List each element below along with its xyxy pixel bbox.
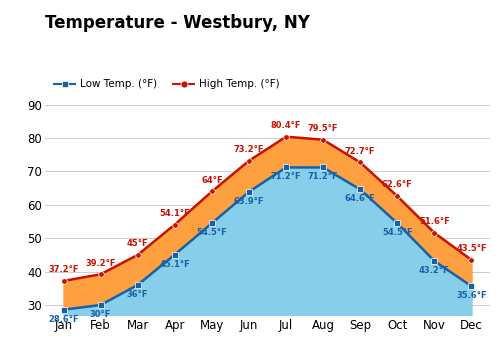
Low Temp. (°F) [60, 308, 66, 312]
Text: 30°F: 30°F [90, 310, 112, 319]
High Temp. (°F) [246, 159, 252, 163]
Legend: Low Temp. (°F), High Temp. (°F): Low Temp. (°F), High Temp. (°F) [50, 75, 284, 93]
Text: 71.2°F: 71.2°F [308, 173, 338, 181]
High Temp. (°F) [320, 138, 326, 142]
High Temp. (°F) [209, 189, 215, 194]
Text: 72.7°F: 72.7°F [345, 147, 376, 156]
High Temp. (°F) [60, 279, 66, 283]
Low Temp. (°F) [283, 165, 289, 169]
Text: 36°F: 36°F [127, 290, 148, 299]
Low Temp. (°F) [246, 190, 252, 194]
Text: 73.2°F: 73.2°F [234, 145, 264, 154]
Line: Low Temp. (°F): Low Temp. (°F) [61, 164, 474, 313]
Low Temp. (°F) [468, 284, 474, 288]
Text: 54.5°F: 54.5°F [196, 228, 227, 237]
Low Temp. (°F) [320, 165, 326, 169]
Text: 37.2°F: 37.2°F [48, 265, 79, 274]
Text: 62.6°F: 62.6°F [382, 181, 412, 189]
Text: 35.6°F: 35.6°F [456, 291, 487, 300]
Text: 64.6°F: 64.6°F [345, 195, 376, 203]
Low Temp. (°F) [134, 283, 140, 287]
High Temp. (°F) [432, 231, 438, 235]
Text: 45°F: 45°F [127, 239, 148, 248]
Text: 43.5°F: 43.5°F [456, 244, 487, 253]
Low Temp. (°F) [172, 252, 178, 257]
High Temp. (°F) [394, 194, 400, 198]
Text: 54.1°F: 54.1°F [160, 209, 190, 218]
Line: High Temp. (°F): High Temp. (°F) [61, 134, 474, 284]
Text: 51.6°F: 51.6°F [419, 217, 450, 226]
Text: 64°F: 64°F [201, 176, 222, 185]
Text: 45.1°F: 45.1°F [160, 260, 190, 268]
High Temp. (°F) [357, 160, 363, 164]
Text: Temperature - Westbury, NY: Temperature - Westbury, NY [45, 14, 310, 32]
Text: 63.9°F: 63.9°F [234, 197, 264, 206]
High Temp. (°F) [134, 253, 140, 257]
Text: 71.2°F: 71.2°F [270, 173, 302, 181]
Low Temp. (°F) [209, 221, 215, 225]
High Temp. (°F) [283, 135, 289, 139]
Text: 39.2°F: 39.2°F [86, 259, 116, 268]
High Temp. (°F) [98, 272, 103, 276]
High Temp. (°F) [172, 223, 178, 227]
Text: 80.4°F: 80.4°F [271, 121, 302, 130]
High Temp. (°F) [468, 258, 474, 262]
Low Temp. (°F) [98, 303, 103, 307]
Low Temp. (°F) [357, 187, 363, 191]
Text: 28.6°F: 28.6°F [48, 315, 79, 324]
Low Temp. (°F) [432, 259, 438, 263]
Text: 79.5°F: 79.5°F [308, 124, 338, 133]
Text: 43.2°F: 43.2°F [419, 266, 450, 275]
Low Temp. (°F) [394, 221, 400, 225]
Text: 54.5°F: 54.5°F [382, 228, 412, 237]
